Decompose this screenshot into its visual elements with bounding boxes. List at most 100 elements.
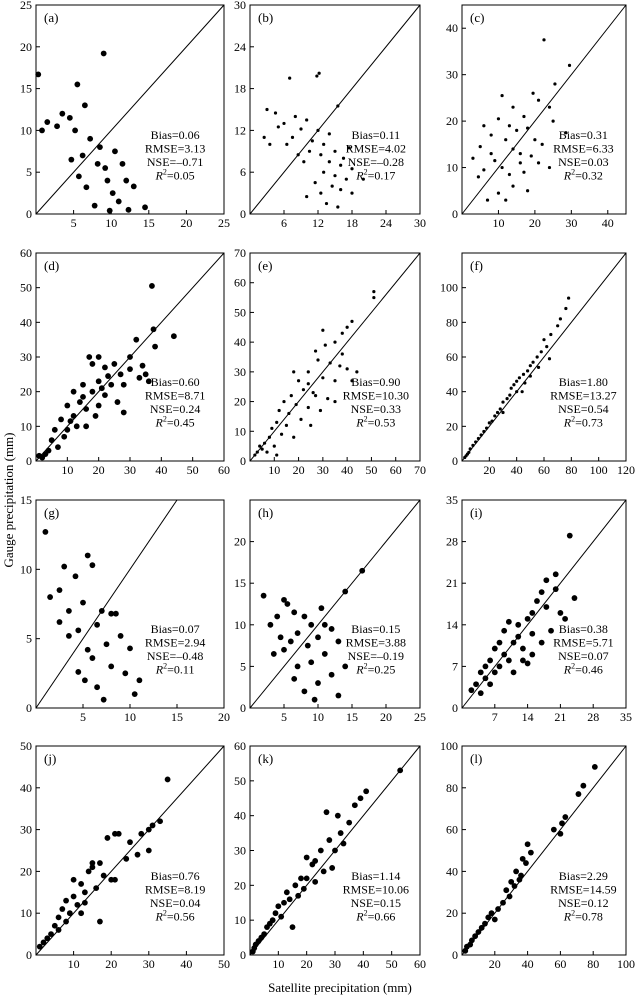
y-tick-label: 5 (240, 659, 246, 673)
data-point (48, 437, 55, 444)
x-tick-label: 35 (620, 710, 632, 724)
y-tick-label: 20 (234, 878, 246, 892)
panel-label: (l) (470, 751, 482, 766)
stat-nse: NSE=0.07 (558, 649, 608, 663)
stat-rmse: RMSE=8.19 (145, 882, 205, 896)
data-point (289, 924, 296, 931)
stat-r2: R2=0.78 (563, 908, 603, 923)
data-point (321, 621, 328, 628)
data-point (511, 184, 515, 188)
data-point (66, 114, 73, 121)
data-point (529, 651, 536, 658)
y-tick-label: 40 (446, 21, 458, 35)
y-tick-label: 100 (440, 739, 458, 753)
stat-bias: Bias=0.76 (151, 869, 200, 883)
y-tick-label: 0 (240, 207, 246, 221)
data-point (478, 145, 482, 149)
plot-frame (461, 4, 627, 215)
stat-bias: Bias=0.60 (151, 375, 200, 389)
data-point (287, 411, 291, 416)
data-point (319, 153, 323, 157)
plot-frame (35, 4, 225, 215)
x-tick-label: 10 (124, 710, 136, 724)
x-tick-label: 80 (565, 463, 577, 477)
data-point (123, 855, 130, 862)
y-tick-label: 20 (446, 906, 458, 920)
data-point (55, 927, 62, 933)
stat-rmse: RMSE=10.30 (343, 389, 409, 403)
x-tick-label: 20 (483, 463, 495, 477)
data-point (528, 374, 532, 378)
y-tick-label: 40 (234, 809, 246, 823)
data-point (40, 939, 47, 946)
data-point (522, 170, 526, 174)
data-point (61, 433, 68, 440)
data-point (104, 177, 111, 184)
data-point (321, 328, 325, 332)
data-point (313, 394, 318, 398)
data-point (350, 167, 354, 171)
data-point (100, 872, 107, 879)
data-point (291, 609, 298, 616)
data-point (557, 610, 564, 616)
stat-r2: R2=0.66 (355, 908, 395, 923)
data-point (262, 135, 266, 139)
x-tick-label: 21 (554, 710, 566, 724)
data-point (306, 405, 310, 410)
data-point (521, 372, 526, 376)
data-point (279, 432, 284, 436)
data-point (330, 184, 334, 188)
data-point (485, 198, 490, 202)
data-point (296, 379, 301, 383)
stat-nse: NSE=0.15 (351, 896, 401, 910)
y-tick-label: 30 (20, 823, 32, 837)
data-point (102, 364, 108, 371)
data-point (70, 876, 77, 883)
data-point (100, 696, 107, 703)
data-point (117, 371, 124, 378)
scatter-points (253, 290, 376, 457)
data-point (83, 184, 90, 191)
y-tick-label: 0 (240, 948, 246, 962)
y-tick-label: 0 (240, 701, 246, 715)
data-point (542, 338, 546, 342)
y-tick-label: 21 (446, 576, 458, 590)
y-tick-label: 40 (20, 781, 32, 795)
data-point (309, 423, 313, 427)
stat-r2: R2=0.25 (355, 662, 395, 677)
x-tick-label: 40 (602, 216, 614, 230)
data-point (564, 306, 568, 311)
data-point (515, 621, 522, 628)
data-point (322, 170, 326, 174)
y-tick-label: 60 (446, 823, 458, 837)
stat-nse: NSE=0.54 (558, 402, 608, 416)
data-point (80, 381, 86, 388)
data-point (84, 552, 91, 559)
data-point (300, 885, 307, 892)
data-point (55, 914, 62, 921)
x-tick-label: 50 (386, 957, 398, 971)
data-point (511, 105, 515, 109)
data-point (496, 191, 501, 195)
x-tick-label: 80 (587, 957, 599, 971)
y-tick-label: 0 (240, 454, 246, 468)
data-point (322, 142, 326, 146)
stat-r2: R2=0.53 (355, 415, 395, 430)
data-point (564, 131, 568, 135)
data-point (102, 392, 108, 399)
data-point (547, 357, 552, 361)
data-point (286, 896, 293, 903)
data-point (70, 388, 77, 395)
chart-panel-g: 5 10 15 20 0 5 10 15 (g) Bias=0.07RMSE=2.94NSE=–0… (20, 493, 230, 724)
chart-panel-i: 7 14 21 28 35 0 7 14 21 28 35 (i) Bias=0.38RMSE=5.71… (446, 493, 632, 724)
chart-panel-b: 6 12 18 24 30 0 6 12 18 24 30 (b) Bias=0.11RMSE=4.02… (234, 0, 426, 230)
data-point (59, 110, 66, 117)
data-point (553, 82, 557, 86)
data-point (566, 532, 573, 539)
chart-panel-e: 10 20 30 40 50 60 70 0 10 20 30 40 50 60 70 (e) Bias=0.9… (234, 246, 426, 477)
data-point (292, 882, 299, 889)
data-point (496, 663, 503, 670)
data-point (51, 426, 58, 433)
x-tick-label: 40 (522, 957, 534, 971)
plot-frame (249, 499, 421, 709)
